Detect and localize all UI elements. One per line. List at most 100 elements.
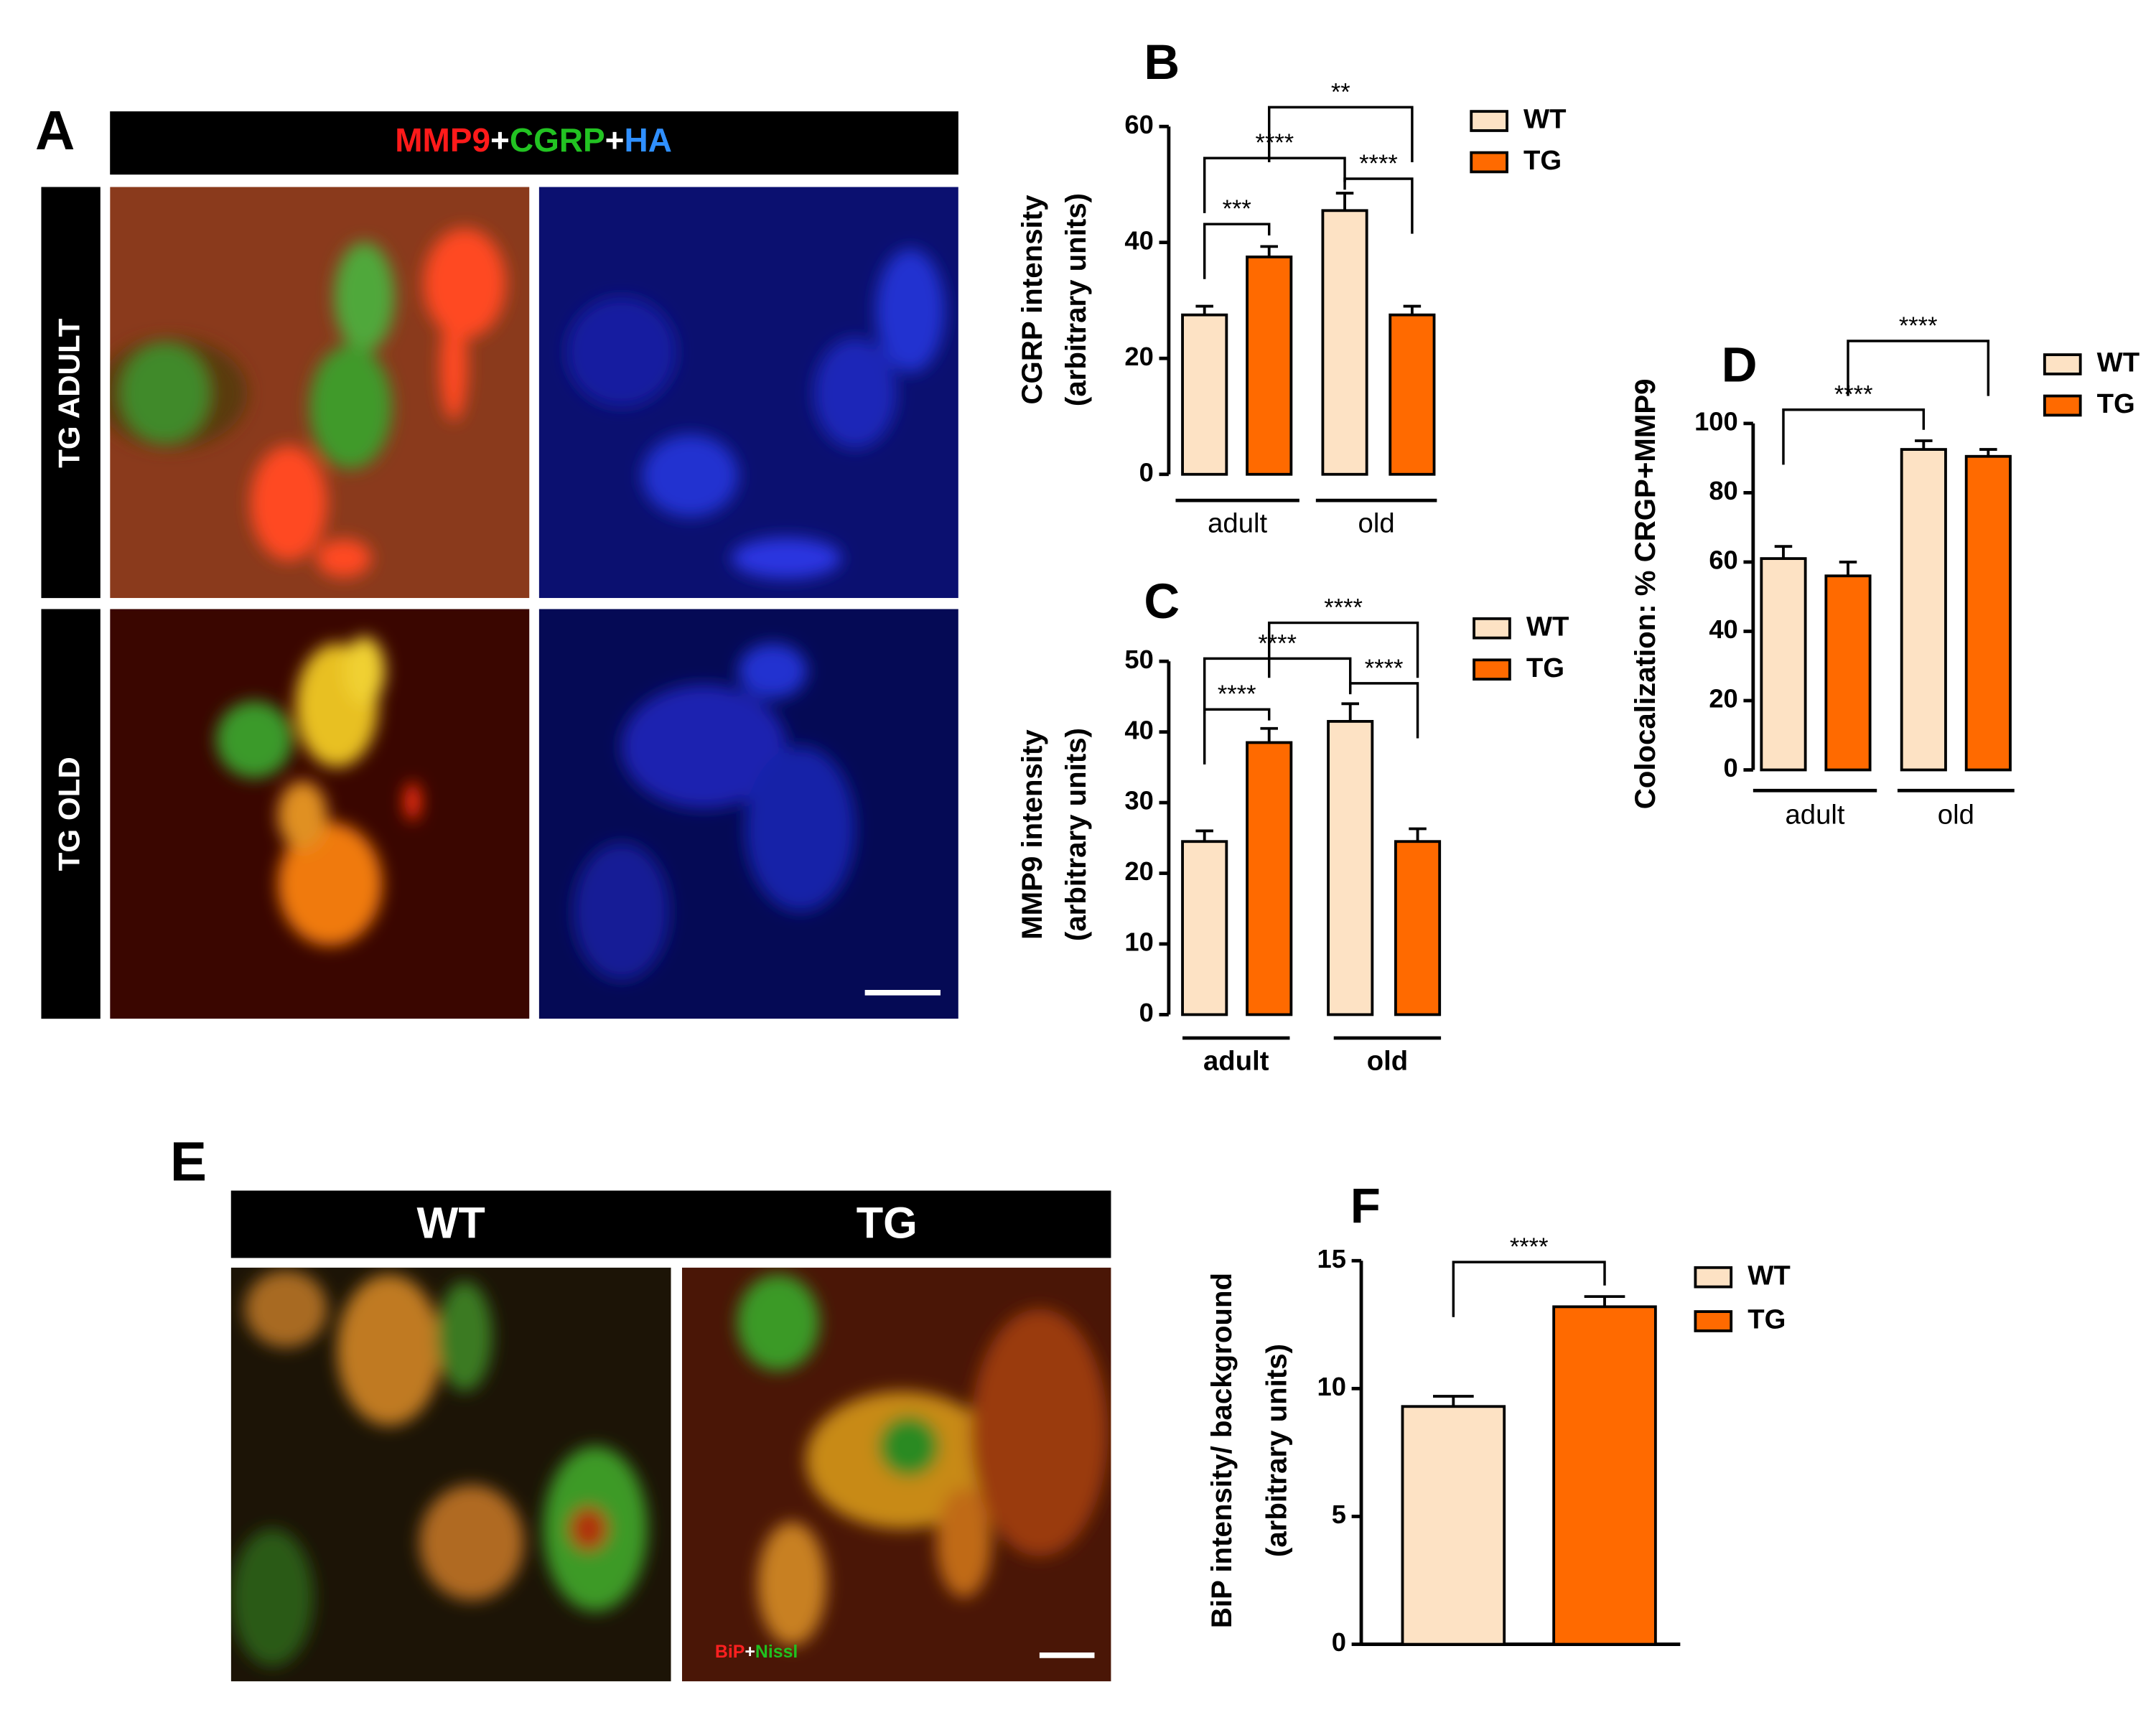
stain-plus: + (745, 1642, 755, 1662)
legend-swatch (1473, 658, 1511, 681)
row-label-bar (41, 609, 101, 1019)
y-tick-label: 30 (1124, 786, 1153, 815)
significance-label: **** (1510, 1233, 1549, 1261)
legend-label: WT (1523, 104, 1567, 135)
error-bar (1979, 448, 1997, 457)
significance-label: **** (1256, 129, 1294, 156)
significance-label: *** (1223, 195, 1251, 223)
error-bar (1774, 545, 1793, 559)
legend-swatch (1473, 617, 1511, 640)
header-bar (230, 1190, 1111, 1258)
bar-chart: F BiP intensity/ background (arbitrary uni… (1205, 1179, 1791, 1658)
bar (1327, 719, 1374, 1016)
y-tick-label: 0 (1139, 457, 1154, 487)
y-axis-label: (arbitrary units) (1060, 193, 1092, 406)
legend-label: TG (2097, 388, 2135, 419)
significance-bracket (1452, 1261, 1606, 1317)
y-tick-label: 10 (1124, 927, 1153, 957)
significance-bracket (1267, 621, 1419, 678)
y-axis-label: MMP9 intensity (1016, 729, 1048, 940)
significance-label: **** (1359, 150, 1398, 177)
column-label: TG (857, 1199, 918, 1248)
error-bar (1195, 829, 1213, 842)
bar-chart: D Colocalization: % CRGP+MMP9 0 20 40 60 80 100… (1629, 312, 2139, 831)
image-content (230, 1270, 648, 1667)
stain-header: MMP9+CGRP+HA (395, 121, 672, 159)
x-tick-label: old (1938, 800, 1974, 831)
x-tick-label: old (1358, 508, 1395, 539)
legend-label: TG (1523, 145, 1562, 176)
y-tick-label: 20 (1124, 856, 1153, 886)
y-tick-label: 0 (1724, 753, 1738, 782)
legend-swatch (1694, 1266, 1733, 1289)
panel-label: F (1350, 1179, 1381, 1234)
error-bar (1409, 827, 1427, 842)
significance-bracket (1203, 156, 1346, 213)
bar (1552, 1305, 1657, 1646)
legend-label: TG (1747, 1304, 1786, 1335)
y-tick-label: 60 (1709, 546, 1737, 575)
significance-bracket (1343, 177, 1414, 234)
y-axis-label: BiP intensity/ background (1205, 1273, 1238, 1628)
y-tick-label: 10 (1317, 1372, 1345, 1401)
significance-label: **** (1899, 312, 1938, 340)
panel-label: D (1722, 337, 1758, 392)
y-tick-label: 40 (1124, 715, 1153, 744)
significance-bracket (1267, 106, 1414, 163)
stain: BiP (715, 1642, 745, 1662)
x-tick-label: adult (1203, 1046, 1269, 1077)
significance-label: **** (1834, 381, 1873, 408)
y-tick-label: 5 (1332, 1500, 1346, 1529)
bar (1246, 741, 1293, 1016)
header-bar (110, 111, 958, 175)
error-bar (1839, 561, 1857, 576)
row-label: TG OLD (52, 757, 86, 871)
row-label: TG ADULT (52, 318, 86, 468)
bar (1389, 313, 1436, 476)
significance-bracket (1203, 708, 1271, 765)
legend-label: WT (1526, 611, 1569, 642)
stain-label: BiP+Nissl (715, 1642, 798, 1662)
x-tick-label: old (1367, 1046, 1408, 1077)
panel-label: C (1144, 574, 1180, 629)
y-tick-label: 0 (1139, 998, 1154, 1027)
x-tick-label: adult (1208, 508, 1267, 539)
legend-label: WT (2097, 347, 2140, 378)
error-bar (1335, 192, 1354, 211)
panel-label: A (35, 100, 75, 162)
bar (1824, 574, 1872, 772)
y-tick-label: 80 (1709, 476, 1737, 505)
column-label: WT (417, 1199, 485, 1248)
y-tick-label: 20 (1709, 684, 1737, 714)
y-axis-label: CGRP intensity (1016, 195, 1048, 405)
bar (1181, 313, 1228, 476)
y-axis-label: (arbitrary units) (1060, 728, 1092, 941)
stain: HA (625, 121, 672, 159)
y-tick-label: 40 (1709, 614, 1737, 644)
significance-bracket (1782, 408, 1926, 465)
y-tick-label: 0 (1332, 1627, 1346, 1657)
stain: MMP9 (395, 121, 490, 159)
error-bar (1584, 1295, 1625, 1307)
image-content (566, 248, 945, 579)
charts: B CGRP intensity (arbitrary units) 0 20 40 60 a… (1016, 34, 2139, 1657)
micrograph (538, 187, 958, 599)
stain-plus: + (490, 121, 510, 159)
bar (1760, 557, 1807, 772)
x-tick-label: adult (1786, 800, 1845, 831)
bar (1246, 255, 1293, 476)
row-label-bar (41, 187, 101, 599)
stain-plus: + (605, 121, 625, 159)
image-content (110, 228, 506, 578)
stain: CGRP (510, 121, 605, 159)
bar (1964, 454, 2012, 772)
legend-swatch (2043, 353, 2082, 375)
legend-swatch (2043, 394, 2082, 417)
legend-label: WT (1747, 1260, 1791, 1291)
legend-swatch (1470, 110, 1508, 132)
error-bar (1260, 726, 1278, 743)
significance-bracket (1847, 340, 1990, 396)
